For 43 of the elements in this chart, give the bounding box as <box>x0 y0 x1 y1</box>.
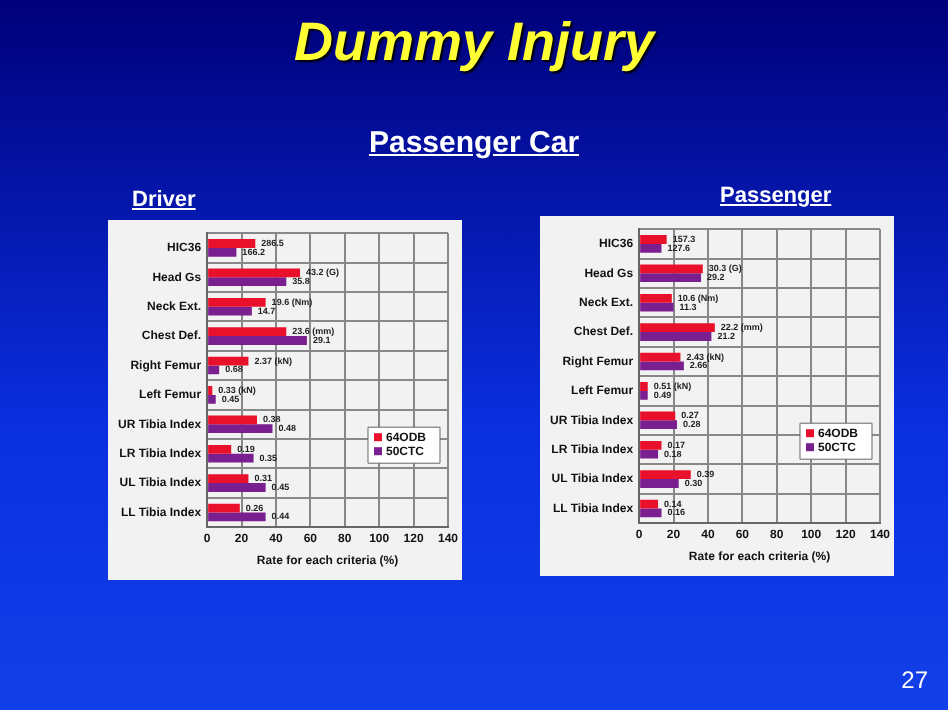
bar <box>640 420 677 430</box>
bar <box>208 356 249 366</box>
bar <box>208 444 232 454</box>
text: Dummy Injury <box>291 12 658 74</box>
bar <box>640 235 667 244</box>
bar <box>208 415 258 425</box>
bar <box>640 243 662 253</box>
bar <box>640 411 676 421</box>
chart-title: Driver <box>132 188 196 212</box>
bar <box>208 327 287 337</box>
bar <box>640 440 662 450</box>
bar <box>640 302 674 312</box>
bar <box>640 361 684 371</box>
bar <box>640 449 659 459</box>
bar <box>208 239 256 248</box>
bar <box>208 483 266 492</box>
bar <box>208 503 240 513</box>
bar <box>208 474 249 484</box>
bar <box>640 352 681 362</box>
bar <box>208 424 273 434</box>
bar <box>208 277 287 287</box>
bar <box>640 273 702 283</box>
bar <box>640 323 715 333</box>
bar <box>208 247 237 257</box>
bar <box>640 332 712 341</box>
bar <box>640 470 691 480</box>
bar <box>640 499 659 509</box>
bar <box>640 479 679 488</box>
bar <box>208 336 307 345</box>
bar <box>640 390 648 400</box>
bar <box>208 453 254 463</box>
bar <box>640 264 703 274</box>
text: 27 <box>901 666 928 694</box>
chart-title: Passenger <box>720 184 832 208</box>
bar <box>208 365 220 375</box>
bar <box>208 268 301 278</box>
bar <box>208 512 266 522</box>
text: Passenger Car <box>366 126 582 160</box>
bar <box>640 293 672 303</box>
bar <box>208 394 216 404</box>
bar <box>208 297 266 307</box>
bar <box>208 306 252 316</box>
bar <box>640 382 648 391</box>
